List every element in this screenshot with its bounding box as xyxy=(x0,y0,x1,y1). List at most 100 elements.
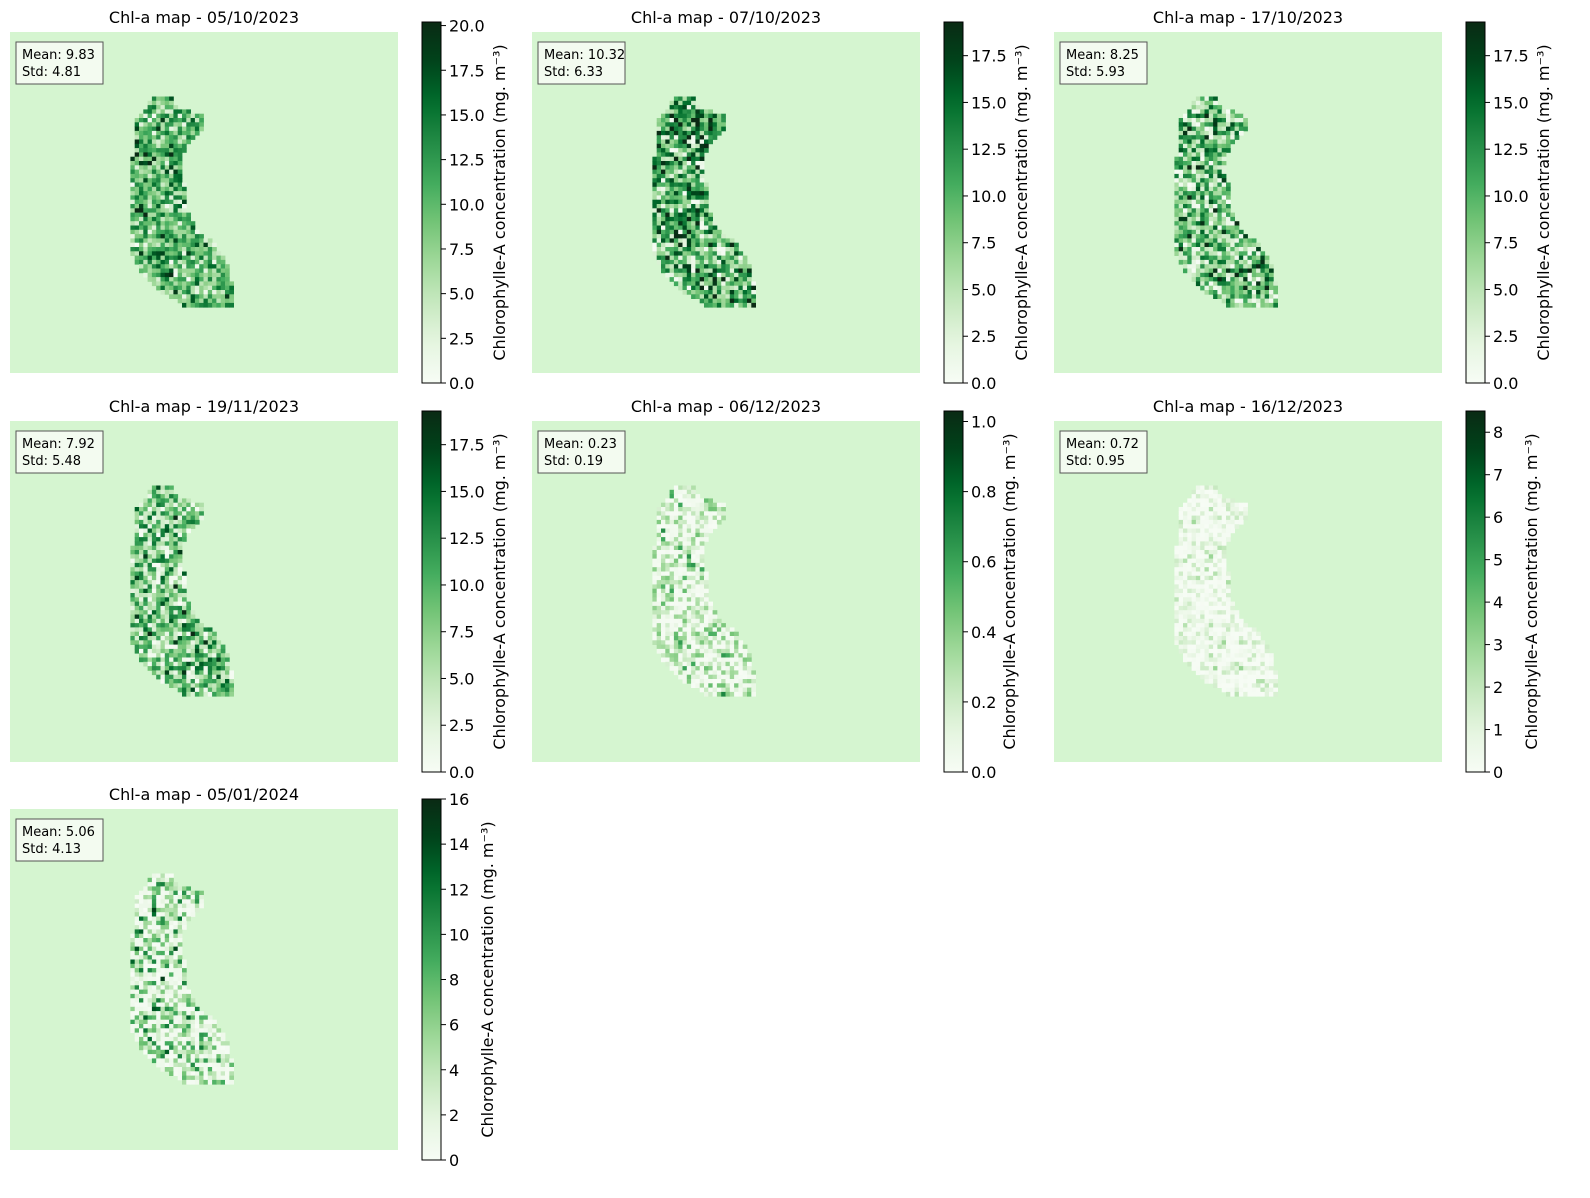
lake-pixel xyxy=(190,298,196,304)
lake-pixel xyxy=(160,1015,166,1021)
lake-pixel xyxy=(699,122,705,127)
lake-pixel xyxy=(182,907,187,913)
lake-pixel xyxy=(1213,614,1218,620)
lake-pixel xyxy=(203,631,209,637)
lake-pixel xyxy=(699,268,705,274)
lake-pixel xyxy=(1208,515,1214,521)
lake-pixel xyxy=(699,126,705,132)
lake-pixel xyxy=(1183,238,1188,244)
lake-pixel xyxy=(194,130,200,136)
lake-pixel xyxy=(678,229,683,235)
lake-pixel xyxy=(1221,165,1227,170)
lake-pixel xyxy=(669,247,675,252)
lake-pixel xyxy=(151,1011,157,1016)
lake-pixel xyxy=(682,96,688,102)
lake-pixel xyxy=(139,1015,144,1021)
lake-pixel xyxy=(699,623,705,628)
lake-pixel xyxy=(1178,156,1184,162)
lake-pixel xyxy=(1200,597,1205,602)
lake-pixel xyxy=(164,942,170,947)
lake-pixel xyxy=(1187,204,1192,209)
lake-pixel xyxy=(182,683,187,688)
lake-pixel xyxy=(1256,298,1261,304)
lake-pixel xyxy=(212,242,217,248)
lake-pixel xyxy=(704,644,709,650)
lake-pixel xyxy=(661,259,666,265)
lake-pixel xyxy=(1264,666,1270,671)
lake-pixel xyxy=(1208,550,1214,555)
lake-pixel xyxy=(134,593,140,598)
lake-pixel xyxy=(691,178,696,183)
lake-pixel xyxy=(156,498,161,504)
lake-pixel xyxy=(708,679,713,684)
lake-pixel xyxy=(182,507,187,512)
lake-pixel xyxy=(1178,614,1184,620)
lake-pixel xyxy=(729,255,735,261)
lake-pixel xyxy=(169,877,174,883)
lake-pixel xyxy=(729,242,735,248)
lake-pixel xyxy=(1178,216,1184,222)
lake-pixel xyxy=(130,972,136,978)
lake-pixel xyxy=(1247,302,1253,308)
lake-pixel xyxy=(1230,126,1235,132)
lake-pixel xyxy=(194,903,200,909)
lake-pixel xyxy=(699,537,705,542)
lake-pixel xyxy=(1204,498,1210,504)
lake-pixel xyxy=(147,989,153,995)
lake-pixel xyxy=(708,601,713,607)
lake-pixel xyxy=(1243,644,1248,650)
lake-pixel xyxy=(190,229,196,235)
lake-pixel xyxy=(160,605,166,611)
lake-pixel xyxy=(673,550,679,555)
lake-pixel xyxy=(194,618,200,624)
lake-pixel xyxy=(151,537,157,542)
lake-pixel xyxy=(186,601,191,607)
lake-pixel xyxy=(156,614,161,620)
lake-pixel xyxy=(1213,636,1218,641)
lake-pixel xyxy=(1243,290,1248,295)
lake-pixel xyxy=(747,666,752,671)
lake-pixel xyxy=(1200,575,1205,581)
lake-pixel xyxy=(1269,281,1274,287)
lake-pixel xyxy=(1221,558,1227,564)
lake-pixel xyxy=(173,648,179,654)
lake-pixel xyxy=(151,575,157,581)
lake-pixel xyxy=(1191,537,1197,542)
lake-pixel xyxy=(1187,567,1192,572)
lake-pixel xyxy=(1191,122,1197,127)
lake-pixel xyxy=(1204,631,1210,637)
lake-pixel xyxy=(194,661,200,667)
lake-pixel xyxy=(1191,268,1197,274)
lake-pixel xyxy=(1217,204,1223,209)
lake-pixel xyxy=(1200,225,1205,231)
lake-pixel xyxy=(1247,264,1253,269)
lake-pixel xyxy=(1226,221,1231,226)
lake-pixel xyxy=(1226,238,1231,244)
lake-pixel xyxy=(1256,640,1261,645)
lake-pixel xyxy=(130,938,136,943)
lake-pixel xyxy=(164,1032,170,1038)
lake-pixel xyxy=(1178,122,1184,127)
lake-pixel xyxy=(673,251,679,256)
lake-pixel xyxy=(173,122,179,127)
lake-pixel xyxy=(207,294,213,299)
lake-pixel xyxy=(708,666,713,671)
lake-pixel xyxy=(1204,126,1210,132)
lake-pixel xyxy=(1247,657,1253,663)
lake-pixel xyxy=(164,597,170,602)
lake-pixel xyxy=(721,285,726,291)
lake-pixel xyxy=(678,152,683,158)
lake-pixel xyxy=(173,494,179,499)
lake-pixel xyxy=(721,264,726,269)
lake-pixel xyxy=(156,148,161,153)
lake-pixel xyxy=(1174,251,1180,256)
lake-pixel xyxy=(147,195,153,201)
lake-pixel xyxy=(1213,640,1218,645)
lake-pixel xyxy=(143,1024,148,1029)
lake-pixel xyxy=(712,298,718,304)
lake-pixel xyxy=(164,998,170,1003)
lake-pixel xyxy=(177,899,183,904)
lake-pixel xyxy=(673,666,679,671)
lake-pixel xyxy=(1174,614,1180,620)
lake-pixel xyxy=(738,679,744,684)
